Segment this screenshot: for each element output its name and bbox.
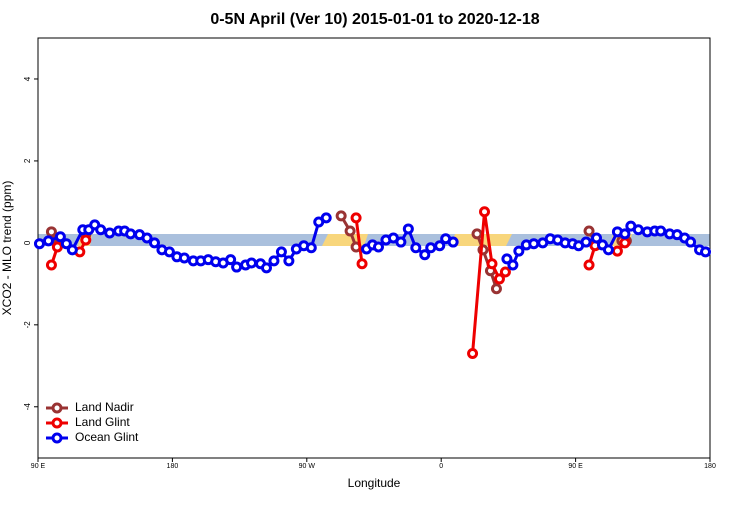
point: [619, 237, 631, 249]
point: [305, 242, 317, 254]
point: [611, 245, 623, 257]
point: [268, 255, 280, 267]
point: [402, 223, 414, 235]
point: [178, 252, 190, 264]
point: [95, 224, 107, 236]
point: [260, 262, 272, 274]
point: [528, 238, 540, 250]
point: [45, 259, 57, 271]
point: [344, 225, 356, 237]
point: [66, 244, 78, 256]
point: [225, 254, 237, 266]
point: [602, 244, 614, 256]
point: [700, 246, 712, 258]
point: [655, 225, 667, 237]
point: [583, 259, 595, 271]
point: [395, 236, 407, 248]
point: [60, 238, 72, 250]
point: [467, 348, 479, 360]
legend-label: Land Glint: [75, 415, 130, 429]
y-tick-label: -2: [23, 321, 32, 329]
x-tick-label: 90 E: [568, 463, 583, 470]
point: [580, 236, 592, 248]
point: [141, 232, 153, 244]
point: [275, 246, 287, 258]
point: [619, 228, 631, 240]
point: [42, 235, 54, 247]
point: [501, 253, 513, 265]
point: [434, 240, 446, 252]
point: [471, 228, 483, 240]
point: [632, 224, 644, 236]
point: [104, 227, 116, 239]
point: [335, 210, 347, 222]
y-tick-label: 0: [23, 240, 32, 245]
y-tick-label: 2: [23, 158, 32, 163]
legend-label: Land Nadir: [75, 400, 134, 414]
point: [231, 261, 243, 273]
point: [486, 258, 498, 270]
x-tick-label: 0: [439, 463, 443, 470]
y-tick-label: -4: [23, 403, 32, 411]
y-axis-label: XCO2 - MLO trend (ppm): [0, 181, 14, 316]
point: [350, 212, 362, 224]
point: [499, 266, 511, 278]
point: [419, 249, 431, 261]
x-tick-label: 90 W: [299, 463, 316, 470]
y-tick-label: 4: [23, 76, 32, 81]
chart-title: 0-5N April (Ver 10) 2015-01-01 to 2020-1…: [210, 11, 539, 28]
point: [493, 273, 505, 285]
point: [163, 246, 175, 258]
point: [425, 242, 437, 254]
point: [583, 225, 595, 237]
legend-marker: [51, 432, 63, 444]
land-band: [322, 234, 368, 246]
point: [447, 236, 459, 248]
x-axis-label: Longitude: [348, 476, 401, 490]
x-tick-label: 180: [167, 463, 179, 470]
point: [507, 259, 519, 271]
point: [283, 255, 295, 267]
point: [45, 226, 57, 238]
point: [356, 258, 368, 270]
point: [51, 241, 63, 253]
legend-label: Ocean Glint: [75, 430, 139, 444]
point: [685, 236, 697, 248]
point: [33, 238, 45, 250]
point: [125, 228, 137, 240]
point: [372, 241, 384, 253]
legend-marker: [51, 402, 63, 414]
point: [148, 237, 160, 249]
x-tick-label: 180: [704, 463, 716, 470]
point: [591, 232, 603, 244]
point: [54, 231, 66, 243]
point: [320, 212, 332, 224]
point: [80, 234, 92, 246]
legend-marker: [51, 417, 63, 429]
point: [490, 283, 502, 295]
point: [410, 242, 422, 254]
x-tick-label: 90 E: [31, 463, 46, 470]
point: [246, 257, 258, 269]
point: [479, 206, 491, 218]
point: [513, 245, 525, 257]
